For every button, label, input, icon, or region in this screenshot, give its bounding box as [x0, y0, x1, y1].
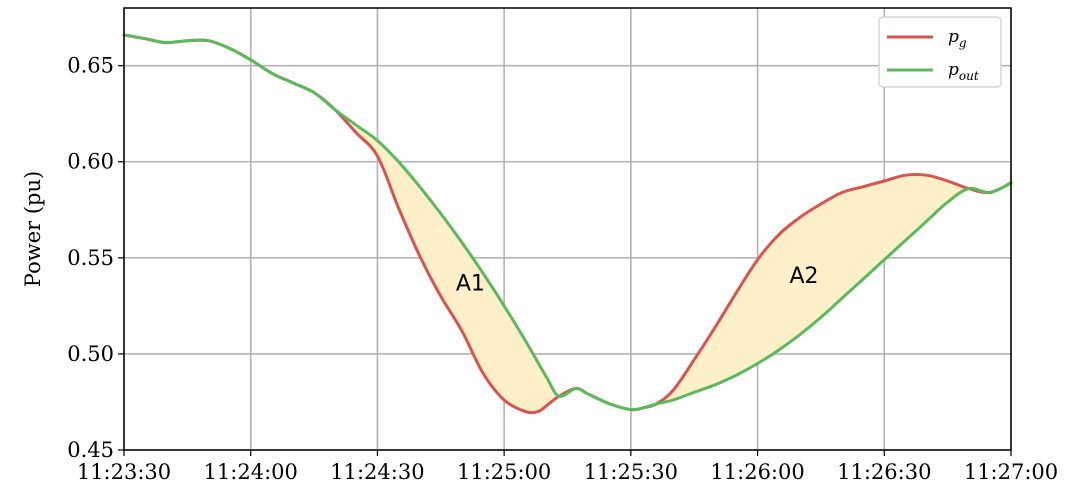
x-tick-label: 11:25:00 [457, 460, 551, 484]
y-tick-label: 0.45 [67, 438, 114, 462]
shaded-areas [356, 125, 969, 412]
y-tick-label: 0.55 [67, 246, 114, 270]
series-line-p-out [122, 33, 1013, 412]
area-label-a2: A2 [790, 264, 819, 289]
plot-frame [123, 7, 1012, 451]
annotations: A1 A2 [456, 264, 819, 297]
series-lines [122, 33, 1013, 415]
x-axis-ticks: 11:23:30 11:24:00 11:24:30 11:25:00 11:25:30… [77, 450, 1058, 484]
x-tick-label: 11:25:30 [584, 460, 678, 484]
shaded-area-a2 [656, 175, 969, 404]
y-tick-label: 0.50 [67, 342, 114, 366]
y-tick-label: 0.65 [67, 54, 114, 78]
x-tick-label: 11:24:00 [204, 460, 298, 484]
x-tick-label: 11:26:30 [837, 460, 931, 484]
area-label-a1: A1 [456, 271, 485, 296]
x-tick-label: 11:27:00 [964, 460, 1058, 484]
plot-border [123, 7, 1012, 451]
x-tick-label: 11:24:30 [330, 460, 424, 484]
x-tick-label: 11:23:30 [77, 460, 171, 484]
x-tick-label: 11:26:00 [710, 460, 804, 484]
y-axis-label: Power (pu) [21, 171, 45, 287]
y-axis-ticks: 0.45 0.50 0.55 0.60 0.65 [67, 54, 124, 462]
legend-box [878, 16, 1002, 88]
shaded-area-a1 [356, 125, 576, 412]
y-tick-label: 0.60 [67, 150, 114, 174]
